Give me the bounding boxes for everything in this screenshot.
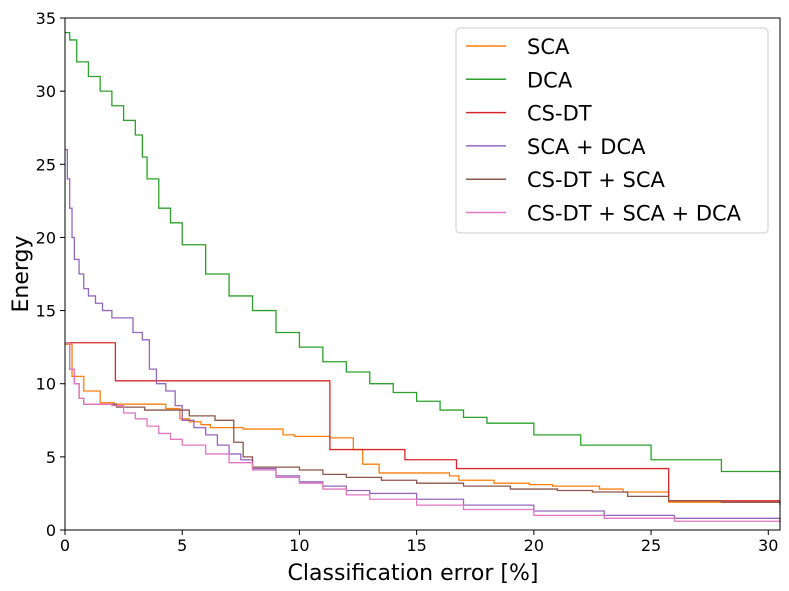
legend-label: CS-DT + SCA + DCA (527, 202, 742, 226)
y-tick-label: 35 (36, 9, 56, 28)
series-line-cs-dt (65, 342, 780, 502)
series-layer (65, 31, 781, 525)
series-line-sca-dca (65, 149, 781, 522)
y-axis-title: Energy (9, 235, 34, 312)
y-tick-label: 25 (36, 155, 56, 174)
legend-box (455, 27, 769, 234)
legend-label: CS-DT + SCA (527, 168, 666, 192)
legend-label: SCA (527, 35, 570, 59)
x-tick-label: 5 (177, 536, 187, 555)
x-tick-label: 25 (641, 536, 661, 555)
y-tick-label: 15 (36, 302, 56, 321)
x-tick-label: 15 (406, 536, 426, 555)
legend-label: DCA (527, 68, 573, 92)
x-tick-label: 20 (524, 536, 544, 555)
x-axis: 0 5 10 15 20 25 30 (60, 530, 778, 555)
series-line-cs-dt-sca-dca (65, 342, 781, 525)
series-line-sca (65, 343, 780, 503)
x-axis-title: Classification error [%] (288, 561, 539, 586)
legend-label: CS-DT (527, 102, 592, 126)
y-tick-label: 0 (46, 521, 56, 540)
y-tick-label: 20 (36, 228, 56, 247)
legend-label: SCA + DCA (527, 135, 646, 159)
y-axis: 0 5 10 15 20 25 30 35 (36, 9, 65, 540)
plot-frame (64, 17, 781, 531)
y-tick-label: 5 (46, 448, 56, 467)
x-tick-label: 30 (758, 536, 778, 555)
x-tick-label: 0 (60, 536, 70, 555)
series-line-dca (65, 31, 781, 481)
x-tick-label: 10 (289, 536, 309, 555)
y-tick-label: 30 (36, 82, 56, 101)
y-tick-label: 10 (36, 375, 56, 394)
legend: SCA DCA CS-DT SCA + DCA CS-DT + SCA CS-DT + S… (455, 27, 769, 234)
